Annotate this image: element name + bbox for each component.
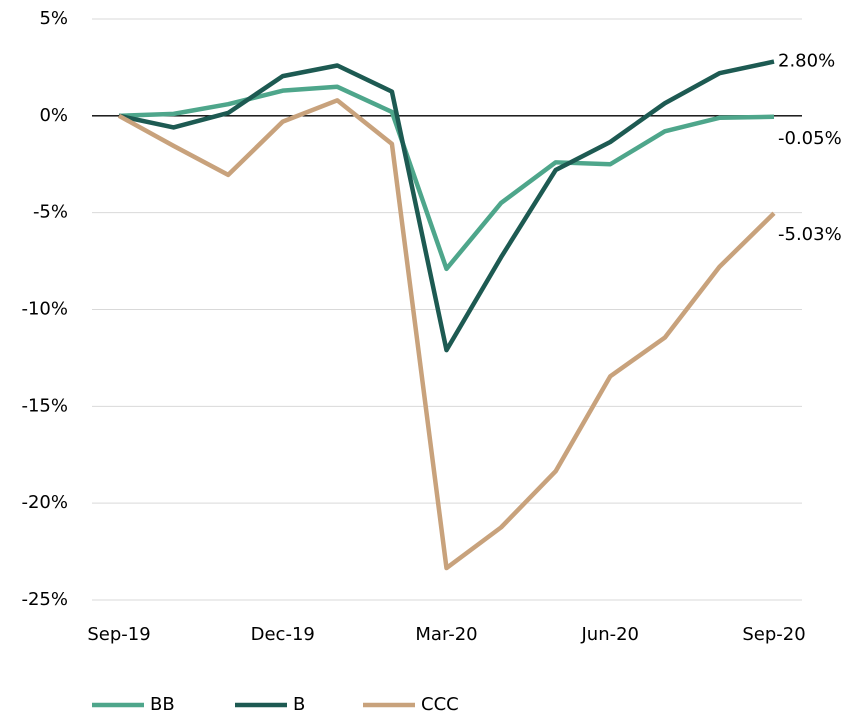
legend-label: BB (150, 694, 175, 715)
series-line (117, 98, 776, 571)
y-tick-label: 0% (39, 105, 68, 126)
x-tick-label: Mar-20 (415, 624, 477, 645)
data-label: -5.03% (778, 224, 842, 245)
x-tick-label: Jun-20 (580, 624, 639, 645)
data-label: -0.05% (778, 128, 842, 149)
y-tick-label: -25% (21, 589, 68, 610)
x-tick-label: Sep-19 (87, 624, 150, 645)
y-tick-label: 5% (39, 8, 68, 29)
y-tick-label: -15% (21, 395, 68, 416)
y-tick-label: -5% (33, 202, 68, 223)
y-tick-label: -10% (21, 299, 68, 320)
y-tick-label: -20% (21, 492, 68, 513)
x-tick-label: Dec-19 (251, 624, 315, 645)
series-line (118, 84, 775, 272)
series-line (118, 59, 775, 353)
x-tick-label: Sep-20 (742, 624, 805, 645)
legend-label: CCC (421, 694, 459, 715)
legend-label: B (293, 694, 305, 715)
data-label: 2.80% (778, 51, 835, 72)
